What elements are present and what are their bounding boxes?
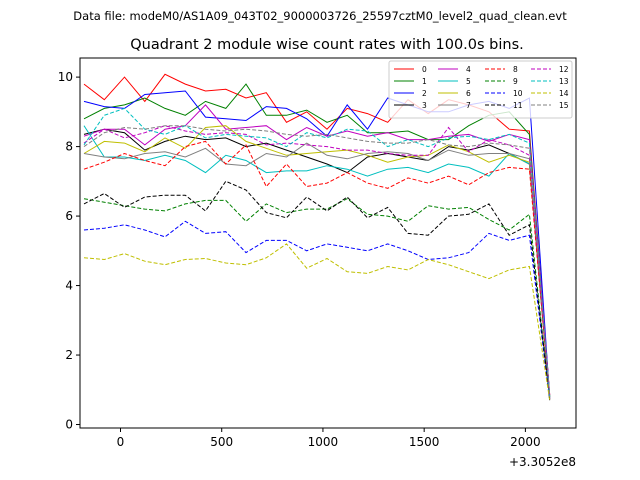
series-line-9 (83, 198, 551, 401)
x-tick-label: 1500 (409, 435, 440, 449)
x-axis-offset-label: +3.3052e8 (509, 455, 576, 469)
y-tick-label: 6 (65, 209, 73, 223)
plot-area-frame (79, 57, 577, 429)
x-tick-label: 0 (117, 435, 125, 449)
series-line-3 (83, 128, 551, 401)
legend-label-9: 9 (513, 77, 518, 86)
series-lines (83, 73, 551, 401)
legend-label-7: 7 (466, 101, 471, 110)
legend-label-14: 14 (559, 89, 569, 98)
series-line-0 (83, 73, 551, 396)
legend-label-12: 12 (559, 65, 569, 74)
y-tick-label: 2 (65, 348, 73, 362)
legend-label-15: 15 (559, 101, 569, 110)
series-line-4 (83, 104, 551, 396)
y-tick-label: 8 (65, 140, 73, 154)
legend-label-4: 4 (466, 65, 471, 74)
y-tick-label: 0 (65, 418, 73, 432)
series-line-14 (83, 243, 551, 401)
legend-label-10: 10 (513, 89, 523, 98)
series-line-11 (83, 180, 551, 399)
legend-label-0: 0 (422, 65, 427, 74)
series-line-5 (83, 125, 551, 397)
y-tick-label: 4 (65, 279, 73, 293)
series-line-12 (83, 125, 551, 397)
chart-title: Quadrant 2 module wise count rates with … (130, 37, 524, 53)
legend-label-2: 2 (422, 89, 427, 98)
series-line-1 (83, 83, 551, 397)
chart-suptitle: Data file: modeM0/AS1A09_043T02_90000037… (73, 9, 567, 23)
x-tick-label: 500 (210, 435, 233, 449)
series-line-15 (83, 125, 551, 397)
legend-label-1: 1 (422, 77, 427, 86)
legend-label-3: 3 (422, 101, 427, 110)
y-tick-label: 10 (58, 70, 73, 84)
series-line-10 (83, 220, 551, 401)
series-line-2 (83, 90, 551, 399)
x-axis: 0 500 1000 1500 2000 (117, 428, 541, 449)
y-axis: 0 2 4 6 8 10 (58, 70, 80, 432)
legend-label-6: 6 (466, 89, 471, 98)
legend-label-8: 8 (513, 65, 518, 74)
legend-label-13: 13 (559, 77, 569, 86)
legend-label-11: 11 (513, 101, 523, 110)
series-line-6 (83, 125, 551, 397)
series-line-7 (83, 142, 551, 397)
x-tick-label: 1000 (308, 435, 339, 449)
series-line-8 (83, 140, 551, 399)
x-tick-label: 2000 (510, 435, 541, 449)
legend-label-5: 5 (466, 77, 471, 86)
series-line-13 (83, 107, 551, 397)
legend-box (388, 60, 573, 119)
